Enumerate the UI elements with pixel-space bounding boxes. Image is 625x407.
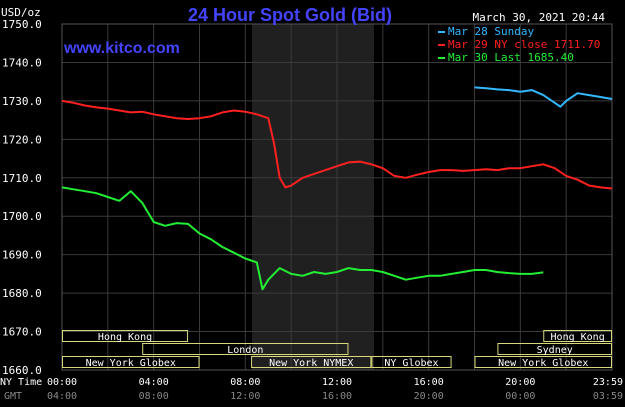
session-bar: Hong Kong xyxy=(543,330,612,343)
session-bar-box xyxy=(371,356,452,368)
session-bar-label: New York Globex xyxy=(86,358,176,369)
session-bar-box xyxy=(474,356,612,368)
session-bar: New York NYMEX xyxy=(251,356,372,369)
gmt-tick-label: 04:00 xyxy=(47,391,77,402)
legend-label-mar29: Mar 29 NY close 1711.70 xyxy=(448,38,600,51)
series-line-0 xyxy=(474,86,613,108)
legend-item-mar29: Mar 29 NY close 1711.70 xyxy=(438,38,600,51)
ny-time-label: NY Time xyxy=(0,377,42,388)
legend-item-mar28: Mar 28 Sunday xyxy=(438,25,534,38)
timestamp: March 30, 2021 20:44 xyxy=(473,11,606,24)
series-line-1 xyxy=(61,99,613,190)
y-axis-tick-labels: 1660.0 1670.0 1680.0 1690.0 1700.0 1710.0 1720… xyxy=(2,18,42,377)
session-bar: Sydney xyxy=(497,343,612,356)
y-tick-label: 1660.0 xyxy=(2,364,42,377)
gmt-tick-label: 12:00 xyxy=(230,391,260,402)
ny-time-tick-label: 23:59 xyxy=(593,377,623,388)
gmt-tick-label: 03:59 xyxy=(593,391,623,402)
ny-time-tick-label: 16:00 xyxy=(414,377,444,388)
nymex-shaded-region xyxy=(252,24,374,370)
session-bar-box xyxy=(142,343,349,355)
plot-frame xyxy=(61,23,613,371)
website-label: www.kitco.com xyxy=(63,40,180,57)
session-bar-box xyxy=(543,330,612,342)
y-tick-label: 1700.0 xyxy=(2,210,42,223)
y-tick-label: 1680.0 xyxy=(2,287,42,300)
ny-time-tick-label: 12:00 xyxy=(322,377,352,388)
session-bar-label: New York Globex xyxy=(498,358,588,369)
legend-swatch-mar30 xyxy=(438,57,445,59)
session-bar: NY Globex xyxy=(371,356,452,369)
y-tick-label: 1710.0 xyxy=(2,172,42,185)
gmt-tick-label: 20:00 xyxy=(414,391,444,402)
y-tick-label: 1690.0 xyxy=(2,249,42,262)
y-tick-label: 1750.0 xyxy=(2,18,42,31)
ny-time-tick-label: 08:00 xyxy=(230,377,260,388)
ny-time-tick-label: 04:00 xyxy=(139,377,169,388)
y-tick-label: 1730.0 xyxy=(2,95,42,108)
legend-swatch-mar29 xyxy=(438,44,445,46)
session-bar-box xyxy=(251,356,372,368)
unit-label: USD/oz xyxy=(1,6,41,19)
session-bar-label: Hong Kong xyxy=(98,332,152,343)
legend: Mar 28 Sunday Mar 29 NY close 1711.70 Ma… xyxy=(438,25,600,64)
session-bar-label: New York NYMEX xyxy=(269,358,353,369)
session-bar-box xyxy=(62,330,189,342)
chart-title: 24 Hour Spot Gold (Bid) xyxy=(188,5,392,25)
y-tick-label: 1720.0 xyxy=(2,133,42,146)
ny-time-tick-label: 20:00 xyxy=(505,377,535,388)
session-bar-box xyxy=(62,356,200,368)
gmt-tick-label: 08:00 xyxy=(139,391,169,402)
y-tick-label: 1670.0 xyxy=(2,326,42,339)
legend-swatch-mar28 xyxy=(438,31,445,33)
gmt-tick-label: 00:00 xyxy=(505,391,535,402)
price-series-lines xyxy=(61,86,613,291)
session-bar: New York Globex xyxy=(62,356,200,369)
session-bar-label: London xyxy=(227,345,263,356)
session-bar-box xyxy=(497,343,612,355)
session-bar: Hong Kong xyxy=(62,330,189,343)
gmt-tick-label: 16:00 xyxy=(322,391,352,402)
ny-time-tick-label: 00:00 xyxy=(47,377,77,388)
x-axis-tick-labels: NY Time GMT 00:00 04:00 04:00 08:00 08:00 12:… xyxy=(0,377,623,402)
session-bar-label: Hong Kong xyxy=(551,332,605,343)
y-tick-label: 1740.0 xyxy=(2,56,42,69)
series-line-2 xyxy=(61,186,544,291)
session-bar-label: NY Globex xyxy=(384,358,438,369)
legend-label-mar30: Mar 30 Last 1685.40 xyxy=(448,51,574,64)
session-bar-label: Sydney xyxy=(537,345,573,356)
session-bar: New York Globex xyxy=(474,356,612,369)
trading-session-bars: Hong Kong Hong Kong London Sydney New York G… xyxy=(62,330,612,369)
session-bar: London xyxy=(142,343,349,356)
legend-label-mar28: Mar 28 Sunday xyxy=(448,25,534,38)
gmt-label: GMT xyxy=(4,391,22,402)
legend-item-mar30: Mar 30 Last 1685.40 xyxy=(438,51,574,64)
